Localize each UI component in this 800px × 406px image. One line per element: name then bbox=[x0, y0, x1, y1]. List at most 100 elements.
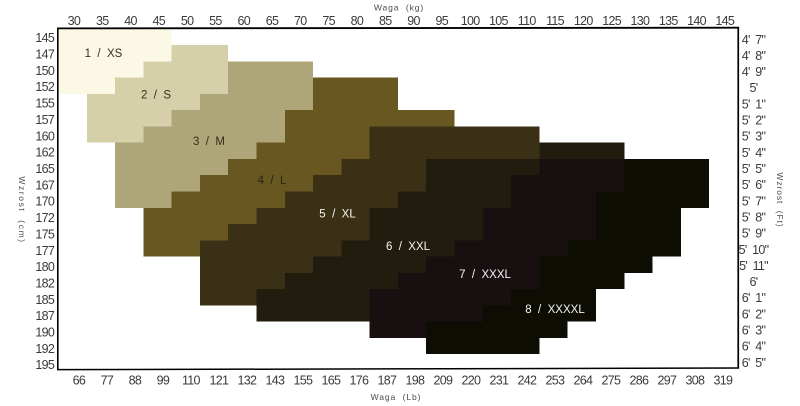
svg-text:167: 167 bbox=[35, 178, 55, 192]
svg-text:5' 5": 5' 5" bbox=[742, 162, 766, 176]
svg-text:157: 157 bbox=[35, 113, 55, 127]
svg-text:4 / L: 4 / L bbox=[258, 175, 287, 187]
svg-text:5' 11": 5' 11" bbox=[739, 259, 768, 273]
svg-text:6' 1": 6' 1" bbox=[742, 291, 766, 305]
svg-text:45: 45 bbox=[153, 14, 166, 28]
svg-text:130: 130 bbox=[631, 14, 651, 28]
svg-text:6' 5": 6' 5" bbox=[742, 356, 766, 370]
svg-text:55: 55 bbox=[209, 14, 222, 28]
svg-text:Wzrost (cm): Wzrost (cm) bbox=[17, 176, 27, 243]
svg-text:5' 1": 5' 1" bbox=[742, 97, 766, 111]
svg-text:253: 253 bbox=[546, 373, 566, 387]
svg-text:145: 145 bbox=[715, 14, 735, 28]
svg-text:4' 8": 4' 8" bbox=[742, 49, 766, 63]
svg-text:297: 297 bbox=[658, 373, 678, 387]
svg-text:152: 152 bbox=[35, 80, 55, 94]
svg-text:95: 95 bbox=[436, 14, 449, 28]
svg-text:66: 66 bbox=[73, 373, 86, 387]
svg-text:88: 88 bbox=[129, 373, 142, 387]
svg-text:120: 120 bbox=[574, 14, 594, 28]
svg-text:172: 172 bbox=[35, 211, 55, 225]
svg-text:3 / M: 3 / M bbox=[193, 136, 225, 148]
svg-text:80: 80 bbox=[351, 14, 364, 28]
svg-text:264: 264 bbox=[574, 373, 594, 387]
svg-text:65: 65 bbox=[266, 14, 279, 28]
svg-text:50: 50 bbox=[181, 14, 194, 28]
svg-text:5' 3": 5' 3" bbox=[742, 130, 766, 144]
svg-text:5' 7": 5' 7" bbox=[742, 194, 766, 208]
svg-text:231: 231 bbox=[490, 373, 510, 387]
svg-text:Wzrost (Ft): Wzrost (Ft) bbox=[775, 172, 785, 227]
svg-text:5 / XL: 5 / XL bbox=[319, 209, 356, 221]
svg-text:6': 6' bbox=[750, 275, 758, 289]
svg-text:175: 175 bbox=[35, 227, 55, 241]
svg-text:5' 10": 5' 10" bbox=[739, 243, 769, 257]
svg-text:40: 40 bbox=[124, 14, 137, 28]
svg-text:110: 110 bbox=[182, 373, 201, 387]
svg-text:155: 155 bbox=[294, 373, 314, 387]
svg-text:308: 308 bbox=[686, 373, 706, 387]
svg-text:90: 90 bbox=[407, 14, 420, 28]
svg-text:165: 165 bbox=[322, 373, 342, 387]
svg-text:5': 5' bbox=[750, 81, 758, 95]
svg-text:170: 170 bbox=[35, 195, 55, 209]
svg-text:Waga (kg): Waga (kg) bbox=[374, 3, 424, 13]
svg-text:132: 132 bbox=[238, 373, 258, 387]
svg-text:6' 4": 6' 4" bbox=[742, 340, 766, 354]
svg-text:6 / XXL: 6 / XXL bbox=[386, 241, 431, 253]
svg-text:60: 60 bbox=[237, 14, 250, 28]
svg-text:185: 185 bbox=[35, 293, 55, 307]
svg-text:190: 190 bbox=[35, 326, 55, 340]
svg-text:1 / XS: 1 / XS bbox=[85, 48, 123, 60]
svg-text:242: 242 bbox=[518, 373, 538, 387]
svg-text:143: 143 bbox=[266, 373, 286, 387]
svg-text:187: 187 bbox=[35, 309, 55, 323]
svg-text:286: 286 bbox=[630, 373, 650, 387]
svg-text:165: 165 bbox=[35, 162, 55, 176]
svg-text:85: 85 bbox=[379, 14, 392, 28]
svg-text:6' 3": 6' 3" bbox=[742, 324, 766, 338]
svg-text:4' 7": 4' 7" bbox=[742, 33, 766, 47]
svg-text:110: 110 bbox=[518, 14, 537, 28]
svg-text:5' 8": 5' 8" bbox=[742, 210, 766, 224]
svg-text:150: 150 bbox=[35, 64, 55, 78]
svg-text:100: 100 bbox=[461, 14, 481, 28]
svg-text:8 / XXXXL: 8 / XXXXL bbox=[525, 304, 585, 316]
svg-text:220: 220 bbox=[462, 373, 482, 387]
svg-text:99: 99 bbox=[157, 373, 170, 387]
svg-text:105: 105 bbox=[489, 14, 509, 28]
svg-text:192: 192 bbox=[35, 342, 55, 356]
svg-text:5' 6": 5' 6" bbox=[742, 178, 766, 192]
svg-text:75: 75 bbox=[322, 14, 335, 28]
svg-text:155: 155 bbox=[35, 97, 55, 111]
svg-text:198: 198 bbox=[406, 373, 426, 387]
svg-text:176: 176 bbox=[350, 373, 370, 387]
svg-text:160: 160 bbox=[35, 129, 55, 143]
svg-text:140: 140 bbox=[687, 14, 707, 28]
svg-text:195: 195 bbox=[35, 358, 55, 372]
svg-text:147: 147 bbox=[35, 48, 55, 62]
svg-text:4' 9": 4' 9" bbox=[742, 65, 766, 79]
svg-text:275: 275 bbox=[602, 373, 622, 387]
svg-text:6' 2": 6' 2" bbox=[742, 307, 766, 321]
svg-text:7 / XXXL: 7 / XXXL bbox=[459, 269, 511, 281]
svg-text:209: 209 bbox=[434, 373, 454, 387]
svg-text:121: 121 bbox=[210, 373, 230, 387]
svg-text:5' 4": 5' 4" bbox=[742, 146, 766, 160]
svg-text:70: 70 bbox=[294, 14, 307, 28]
svg-text:125: 125 bbox=[602, 14, 622, 28]
svg-text:115: 115 bbox=[546, 14, 565, 28]
svg-text:162: 162 bbox=[35, 146, 55, 160]
svg-text:77: 77 bbox=[101, 373, 114, 387]
svg-text:Waga (Lb): Waga (Lb) bbox=[371, 392, 422, 402]
svg-text:35: 35 bbox=[96, 14, 109, 28]
svg-text:177: 177 bbox=[35, 244, 55, 258]
svg-text:319: 319 bbox=[714, 373, 734, 387]
svg-text:182: 182 bbox=[35, 277, 55, 291]
svg-text:135: 135 bbox=[659, 14, 679, 28]
svg-text:2 / S: 2 / S bbox=[141, 90, 171, 102]
svg-text:5' 2": 5' 2" bbox=[742, 114, 766, 128]
svg-text:187: 187 bbox=[378, 373, 398, 387]
svg-text:5' 9": 5' 9" bbox=[742, 227, 766, 241]
svg-text:30: 30 bbox=[68, 14, 81, 28]
